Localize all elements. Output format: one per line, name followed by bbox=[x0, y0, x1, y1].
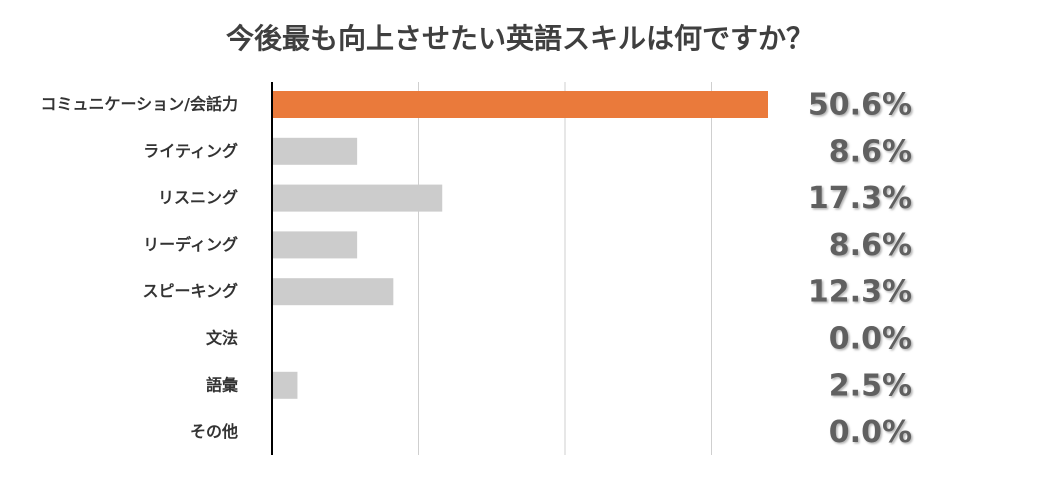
category-label: リスニング bbox=[158, 188, 238, 207]
grid-lines bbox=[418, 82, 712, 455]
bar bbox=[273, 137, 358, 165]
category-labels: コミュニケーション/会話力ライティングリスニングリーディングスピーキング文法語彙… bbox=[40, 95, 239, 442]
bar bbox=[273, 91, 768, 118]
bar bbox=[273, 278, 394, 306]
value-label: 8.6% bbox=[829, 228, 912, 263]
category-label: リーディング bbox=[143, 235, 238, 254]
bar bbox=[273, 231, 358, 259]
value-label: 17.3% bbox=[808, 181, 912, 216]
category-label: 文法 bbox=[206, 329, 238, 348]
value-label: 8.6% bbox=[829, 134, 912, 169]
value-labels: 50.6% 8.6% 17.3% 8.6% 12.3% 0.0% 2.5% 0.0% bbox=[808, 88, 912, 451]
value-label: 0.0% bbox=[829, 322, 912, 357]
category-label: その他 bbox=[190, 422, 238, 441]
category-label: スピーキング bbox=[142, 282, 238, 301]
value-label: 12.3% bbox=[808, 275, 912, 310]
bar bbox=[273, 371, 298, 399]
value-label: 0.0% bbox=[829, 415, 912, 450]
chart-title: 今後最も向上させたい英語スキルは何ですか？ bbox=[226, 22, 814, 55]
category-label: コミュニケーション/会話力 bbox=[40, 95, 238, 114]
category-label: 語彙 bbox=[206, 375, 239, 394]
value-label: 2.5% bbox=[829, 368, 912, 403]
value-label: 50.6% bbox=[808, 88, 912, 123]
bars bbox=[273, 91, 768, 399]
bar bbox=[273, 184, 443, 212]
category-label: ライティング bbox=[143, 141, 238, 160]
